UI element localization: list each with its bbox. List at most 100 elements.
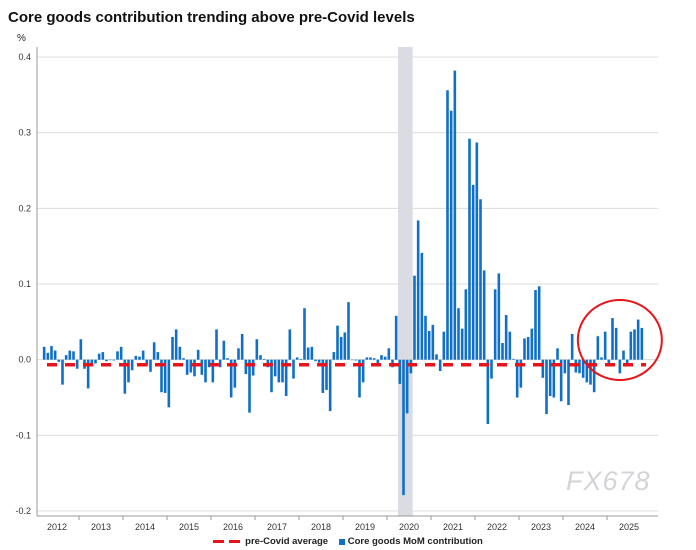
bar <box>504 315 508 360</box>
y-tick-label: 0.0 <box>18 355 31 365</box>
bar <box>237 348 240 360</box>
bar <box>248 359 251 413</box>
bar <box>600 357 603 360</box>
bar <box>508 331 512 360</box>
x-tick-label: 2025 <box>619 522 639 532</box>
bar <box>380 355 383 360</box>
x-tick-label: 2015 <box>179 522 199 532</box>
bar <box>116 351 119 360</box>
bar <box>193 359 196 377</box>
bar <box>376 359 380 365</box>
bar <box>204 359 207 383</box>
bar <box>86 359 90 389</box>
legend-average-swatch <box>213 540 225 543</box>
bar <box>343 332 347 360</box>
bar <box>306 347 310 360</box>
y-tick-label: -0.2 <box>15 506 31 516</box>
y-tick-label: 0.4 <box>18 52 31 62</box>
bar <box>420 252 424 360</box>
bar <box>90 359 94 366</box>
bar <box>152 342 156 360</box>
bar <box>611 318 614 360</box>
bar <box>545 359 548 415</box>
covid-shading <box>398 47 413 516</box>
bar <box>633 329 636 360</box>
y-tick-label: -0.1 <box>15 430 31 440</box>
bar <box>534 290 537 360</box>
bar <box>405 359 409 414</box>
bar <box>482 270 486 360</box>
bar <box>145 359 149 366</box>
bar <box>273 359 277 377</box>
bar <box>167 359 171 408</box>
legend: pre-Covid average Core goods MoM contrib… <box>0 536 696 547</box>
bar <box>589 359 592 385</box>
bar <box>607 359 611 365</box>
bar <box>288 329 292 360</box>
bar <box>72 351 75 360</box>
bar <box>559 359 563 402</box>
bar <box>468 138 471 360</box>
x-tick-label: 2017 <box>267 522 287 532</box>
bar <box>537 286 541 360</box>
bar <box>127 359 130 383</box>
bar <box>79 339 83 360</box>
bar <box>592 359 596 393</box>
bar <box>119 346 123 360</box>
bar <box>314 359 317 362</box>
x-tick-label: 2023 <box>531 522 551 532</box>
bar <box>61 359 64 385</box>
bar <box>160 359 163 393</box>
bar <box>435 354 438 360</box>
bar <box>457 308 460 360</box>
bar <box>493 289 497 360</box>
bar <box>350 359 354 361</box>
x-tick-label: 2014 <box>135 522 155 532</box>
bar <box>262 358 266 360</box>
bar <box>270 359 273 393</box>
y-tick-label: 0.2 <box>18 203 31 213</box>
bar <box>321 359 325 393</box>
bar <box>255 339 259 360</box>
bar <box>614 327 618 360</box>
legend-average-swatch <box>229 540 241 543</box>
bar <box>618 359 622 374</box>
bar <box>171 336 174 360</box>
bar <box>141 350 145 360</box>
bar <box>563 359 567 374</box>
x-tick-label: 2024 <box>575 522 595 532</box>
x-tick-label: 2018 <box>311 522 331 532</box>
bar <box>398 359 402 384</box>
bar <box>50 346 53 360</box>
bar <box>332 352 336 360</box>
bar <box>149 359 152 372</box>
bar <box>427 330 431 360</box>
bar <box>259 355 262 360</box>
x-tick-label: 2016 <box>223 522 243 532</box>
bar <box>75 359 79 369</box>
bar <box>394 315 398 360</box>
bar <box>460 328 464 360</box>
bar <box>53 350 57 360</box>
bar <box>519 359 523 388</box>
y-tick-label: 0.1 <box>18 279 31 289</box>
bar <box>501 343 504 360</box>
bar <box>354 359 358 361</box>
bar <box>640 327 644 360</box>
bar <box>585 359 589 383</box>
highlight-circle <box>576 299 663 381</box>
bar <box>97 353 101 360</box>
bar <box>310 346 314 360</box>
bar <box>636 319 640 360</box>
bar <box>233 359 237 388</box>
bar <box>424 315 427 360</box>
bar <box>130 359 134 371</box>
x-tick-label: 2022 <box>487 522 507 532</box>
bar <box>222 340 226 360</box>
bar <box>68 350 72 360</box>
bar <box>365 357 369 360</box>
bar <box>523 338 526 360</box>
bar <box>596 336 600 360</box>
bar <box>629 331 633 360</box>
